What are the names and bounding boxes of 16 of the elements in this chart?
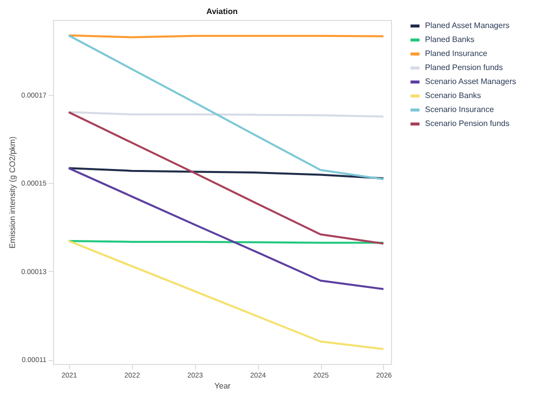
line-series: [68, 240, 384, 350]
x-axis-title: Year: [214, 382, 231, 390]
line-series: [68, 167, 384, 290]
legend-label: Scenario Banks: [425, 91, 482, 100]
legend-label: Scenario Pension funds: [425, 119, 510, 128]
line-series: [68, 34, 384, 180]
y-axis-title: Emission intensity (g CO2/pkm): [8, 136, 18, 249]
line-series: [68, 111, 384, 245]
legend-label: Planed Banks: [425, 35, 474, 44]
line-series: [68, 167, 384, 180]
legend-label: Planed Asset Managers: [425, 21, 510, 30]
legend-label: Planed Pension funds: [425, 63, 503, 72]
chart-title: Aviation: [206, 7, 238, 16]
legend-label: Scenario Asset Managers: [425, 77, 516, 86]
legend-label: Scenario Insurance: [425, 105, 494, 114]
legend-label: Planed Insurance: [425, 49, 488, 58]
